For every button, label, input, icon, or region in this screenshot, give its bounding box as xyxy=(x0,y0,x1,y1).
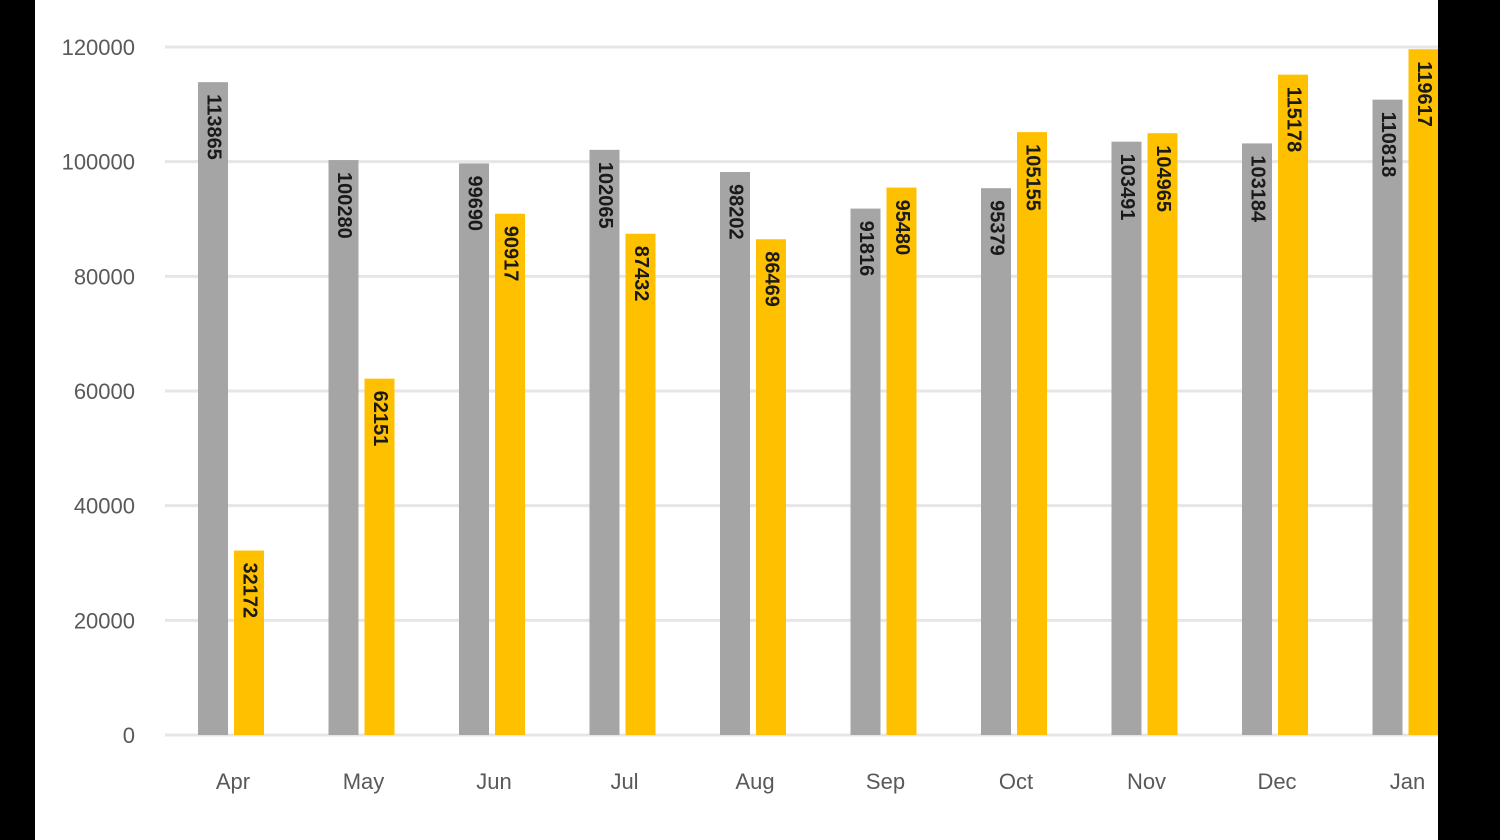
x-tick-label-aug: Aug xyxy=(735,769,774,794)
y-tick-label: 60000 xyxy=(74,379,135,404)
y-tick-label: 100000 xyxy=(62,150,135,175)
x-tick-label-apr: Apr xyxy=(216,769,250,794)
x-tick-label-jan: Jan xyxy=(1390,769,1425,794)
bar-series-2-sep xyxy=(886,187,917,736)
x-axis-labels: Apr May Jun Jul Aug Sep Oct Nov Dec Jan xyxy=(216,769,1425,794)
y-tick-label: 80000 xyxy=(74,264,135,289)
x-tick-label-jul: Jul xyxy=(610,769,638,794)
data-label-series-2-may: 62151 xyxy=(369,391,391,447)
bar-series-1-apr xyxy=(198,82,228,735)
data-label-series-1-may: 100280 xyxy=(333,172,355,239)
data-label-series-1-apr: 113865 xyxy=(203,94,225,160)
data-label-series-2-oct: 105155 xyxy=(1022,144,1044,211)
y-axis-ticks: 0 20000 40000 60000 80000 100000 120000 xyxy=(62,35,135,748)
bars: 113865 32172 100280 62151 99690 90917 102065 87… xyxy=(198,49,1438,736)
y-tick-label: 120000 xyxy=(62,35,135,60)
bar-series-1-aug xyxy=(720,171,750,735)
bar-series-2-dec xyxy=(1278,74,1308,736)
data-label-series-1-aug: 98202 xyxy=(725,184,747,240)
x-tick-label-nov: Nov xyxy=(1127,769,1166,794)
bar-series-2-oct xyxy=(1017,132,1047,735)
x-tick-label-jun: Jun xyxy=(476,769,511,794)
bar-series-1-may xyxy=(328,160,359,735)
data-label-series-2-jun: 90917 xyxy=(500,226,522,282)
x-tick-label-may: May xyxy=(343,769,385,794)
bar-series-2-aug xyxy=(756,239,786,736)
data-label-series-1-sep: 91816 xyxy=(855,221,877,277)
data-label-series-1-dec: 103184 xyxy=(1247,155,1269,223)
x-tick-label-oct: Oct xyxy=(999,769,1033,794)
bar-series-2-apr xyxy=(234,550,264,735)
x-tick-label-dec: Dec xyxy=(1257,769,1296,794)
bar-series-1-jan xyxy=(1372,99,1403,736)
data-label-series-2-jul: 87432 xyxy=(630,246,652,302)
x-tick-label-sep: Sep xyxy=(866,769,905,794)
bar-series-2-jan xyxy=(1408,49,1438,736)
bar-series-1-dec xyxy=(1242,143,1272,735)
data-label-series-1-jun: 99690 xyxy=(464,175,486,231)
bar-series-1-jun xyxy=(459,163,489,736)
bar-series-2-may xyxy=(364,378,395,735)
y-tick-label: 40000 xyxy=(74,494,135,519)
data-label-series-2-dec: 115178 xyxy=(1283,87,1305,153)
bar-series-2-jul xyxy=(625,233,656,735)
bar-series-1-oct xyxy=(981,188,1011,735)
data-label-series-2-nov: 104965 xyxy=(1152,145,1174,212)
data-label-series-2-apr: 32172 xyxy=(239,563,261,619)
bar-series-2-jun xyxy=(495,213,525,735)
data-label-series-1-jan: 110818 xyxy=(1377,112,1399,178)
data-label-series-1-nov: 103491 xyxy=(1116,154,1138,221)
chart-canvas: 0 20000 40000 60000 80000 100000 120000 113865… xyxy=(35,0,1438,840)
data-label-series-2-jan: 119617 xyxy=(1413,61,1435,127)
y-tick-label: 0 xyxy=(123,723,135,748)
data-label-series-2-sep: 95480 xyxy=(891,200,913,256)
bar-chart: 0 20000 40000 60000 80000 100000 120000 113865… xyxy=(62,35,1438,794)
data-label-series-2-aug: 86469 xyxy=(761,251,783,307)
data-label-series-1-oct: 95379 xyxy=(986,200,1008,256)
y-tick-label: 20000 xyxy=(74,608,135,633)
bar-series-1-sep xyxy=(850,208,881,736)
bar-series-1-nov xyxy=(1111,141,1142,735)
bar-series-2-nov xyxy=(1147,133,1178,735)
data-label-series-1-jul: 102065 xyxy=(594,162,616,229)
bar-series-1-jul xyxy=(589,149,620,735)
